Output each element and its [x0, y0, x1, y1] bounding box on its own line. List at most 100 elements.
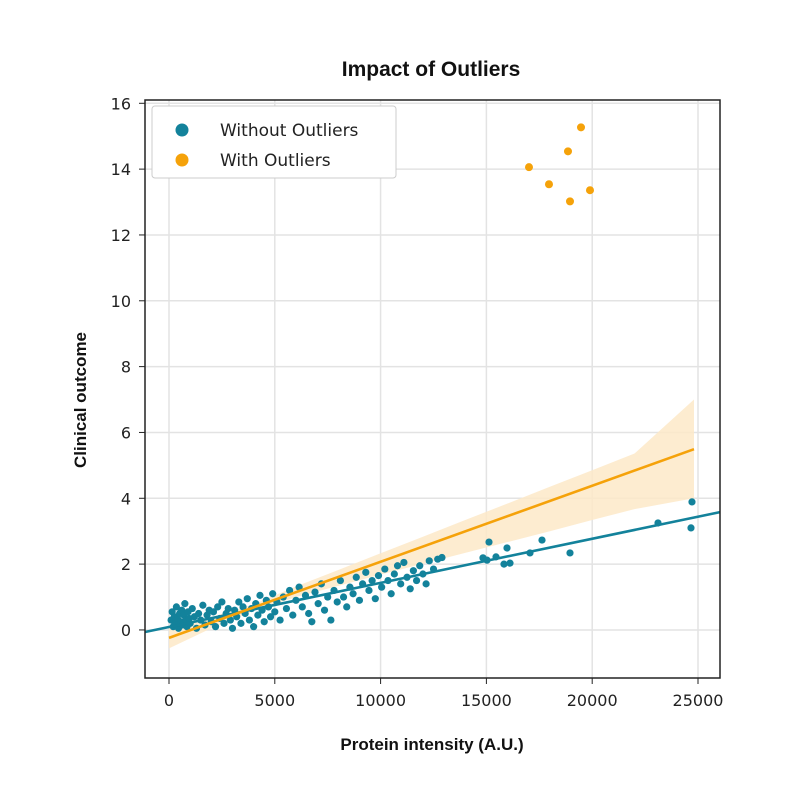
point-without-outliers — [314, 600, 322, 608]
point-without-outliers — [333, 598, 341, 606]
point-without-outliers — [381, 565, 389, 573]
point-without-outliers — [371, 595, 379, 603]
point-without-outliers — [266, 613, 275, 621]
y-axis-label: Clinical outcome — [71, 332, 90, 468]
legend-label-with-outliers: With Outliers — [220, 151, 331, 171]
point-without-outliers — [378, 583, 386, 591]
point-without-outliers — [181, 600, 189, 608]
y-tick-label: 6 — [121, 423, 131, 442]
fit-lines-layer — [144, 447, 721, 640]
point-without-outliers — [195, 609, 203, 618]
point-with-outliers — [565, 197, 574, 206]
point-without-outliers — [295, 583, 303, 591]
point-without-outliers — [362, 568, 370, 576]
point-without-outliers — [239, 603, 247, 611]
x-tick-label: 15000 — [461, 691, 512, 710]
point-without-outliers — [228, 624, 237, 632]
point-without-outliers — [308, 618, 316, 626]
y-tick-label: 10 — [111, 292, 131, 311]
point-without-outliers — [538, 536, 546, 544]
point-without-outliers — [256, 591, 264, 599]
point-with-outliers — [524, 163, 533, 172]
point-without-outliers — [485, 538, 493, 546]
point-without-outliers — [500, 560, 508, 568]
point-without-outliers — [298, 603, 306, 611]
y-tick-label: 16 — [111, 94, 131, 113]
point-with-outliers — [577, 123, 586, 132]
point-without-outliers — [355, 596, 364, 604]
point-without-outliers — [387, 590, 395, 598]
fit-line-with-outliers — [168, 447, 695, 640]
point-without-outliers — [365, 586, 373, 595]
point-without-outliers — [276, 616, 284, 624]
point-without-outliers — [320, 606, 329, 614]
point-without-outliers — [352, 573, 360, 581]
y-tick-label: 4 — [121, 489, 131, 508]
point-without-outliers — [269, 590, 277, 598]
point-without-outliers — [224, 604, 232, 613]
point-without-outliers — [397, 580, 405, 588]
point-without-outliers — [214, 603, 222, 611]
point-without-outliers — [412, 576, 421, 585]
point-without-outliers — [503, 544, 511, 552]
y-tick-label: 14 — [111, 160, 131, 179]
fit-line-without-outliers — [144, 510, 721, 634]
point-without-outliers — [339, 593, 348, 601]
point-without-outliers — [368, 576, 376, 585]
point-without-outliers — [188, 604, 196, 613]
point-without-outliers — [226, 616, 234, 624]
point-without-outliers — [406, 585, 414, 593]
point-without-outliers — [271, 608, 279, 616]
point-without-outliers — [237, 619, 245, 627]
point-without-outliers — [172, 603, 181, 611]
point-without-outliers — [349, 590, 357, 598]
point-with-outliers — [563, 147, 572, 156]
x-tick-label: 20000 — [567, 691, 618, 710]
point-without-outliers — [286, 586, 294, 595]
x-tick-label: 10000 — [355, 691, 406, 710]
y-tick-label: 0 — [121, 621, 131, 640]
grid — [145, 100, 720, 678]
point-without-outliers — [289, 611, 297, 619]
point-without-outliers — [311, 588, 319, 596]
point-without-outliers — [374, 572, 383, 580]
point-without-outliers — [260, 618, 268, 626]
x-tick-label: 5000 — [254, 691, 295, 710]
point-without-outliers — [243, 595, 251, 603]
legend: Without Outliers With Outliers — [151, 105, 397, 179]
point-without-outliers — [400, 558, 408, 567]
point-without-outliers — [566, 549, 574, 557]
point-without-outliers — [688, 498, 696, 506]
x-tick-label: 25000 — [673, 691, 724, 710]
point-without-outliers — [211, 623, 220, 631]
chart-title: Impact of Outliers — [342, 58, 521, 81]
point-without-outliers — [416, 562, 424, 570]
point-without-outliers — [220, 619, 228, 627]
x-tick-label: 0 — [164, 691, 174, 710]
point-without-outliers — [199, 601, 207, 609]
legend-marker-without-outliers — [175, 123, 189, 137]
legend-box — [151, 105, 397, 179]
plot-frame — [144, 99, 721, 679]
point-without-outliers — [393, 562, 402, 570]
x-axis-label: Protein intensity (A.U.) — [340, 735, 523, 754]
legend-marker-with-outliers — [175, 153, 189, 167]
point-without-outliers — [336, 576, 344, 585]
ticks: 0 5000 10000 15000 20000 25000 0 2 4 6 8 10 12 14 16 — [111, 94, 724, 710]
y-tick-label: 8 — [121, 358, 131, 377]
y-tick-label: 12 — [111, 226, 131, 245]
legend-label-without-outliers: Without Outliers — [220, 121, 359, 141]
point-without-outliers — [343, 603, 351, 611]
point-without-outliers — [506, 559, 514, 567]
point-without-outliers — [209, 608, 218, 616]
point-without-outliers — [409, 567, 417, 575]
point-without-outliers — [245, 616, 254, 624]
point-with-outliers — [585, 186, 594, 195]
point-without-outliers — [327, 616, 335, 624]
point-without-outliers — [235, 598, 243, 606]
point-without-outliers — [218, 598, 226, 606]
point-without-outliers — [254, 611, 262, 619]
point-without-outliers — [687, 524, 695, 532]
point-without-outliers — [390, 570, 398, 578]
